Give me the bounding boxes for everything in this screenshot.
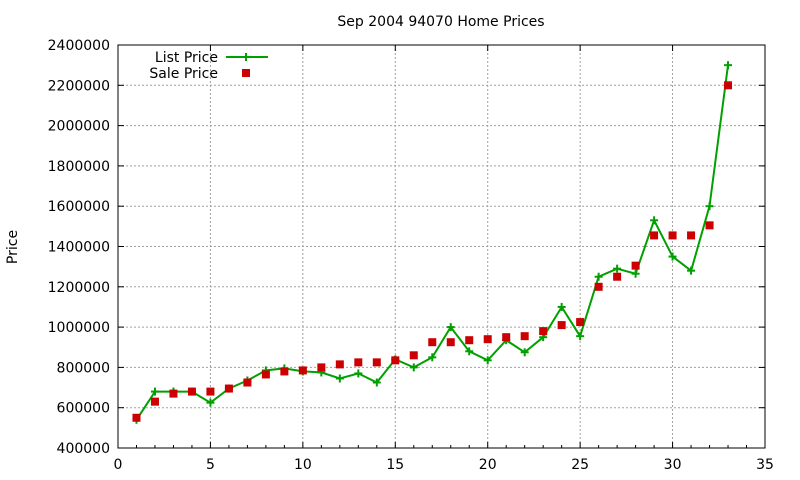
chart-title: Sep 2004 94070 Home Prices (337, 14, 544, 30)
y-tick-label: 1800000 (48, 159, 110, 175)
data-point (446, 338, 455, 347)
data-point (224, 384, 233, 393)
data-point (335, 360, 344, 369)
y-tick-label: 2400000 (48, 38, 110, 54)
data-point (298, 366, 307, 375)
data-point (317, 363, 326, 372)
axis-ticks: 400000 600000 800000 1000000 1200000 1400000 1… (48, 38, 774, 473)
data-point (687, 266, 696, 275)
y-tick-label: 600000 (57, 401, 110, 417)
data-point (446, 323, 455, 332)
data-point (335, 374, 344, 383)
data-point (354, 358, 363, 367)
data-point (650, 231, 659, 240)
data-point (169, 389, 178, 398)
data-point (428, 338, 437, 347)
x-tick-label: 35 (756, 457, 774, 473)
data-point (557, 321, 566, 330)
x-tick-label: 20 (479, 457, 497, 473)
data-point (409, 351, 418, 360)
data-point (280, 367, 289, 376)
y-tick-label: 1600000 (48, 199, 110, 215)
series-line (135, 65, 729, 421)
data-point (724, 81, 733, 90)
data-point (650, 216, 659, 225)
data-point (613, 264, 622, 273)
data-point (465, 336, 474, 345)
y-tick-label: 2000000 (48, 119, 110, 135)
x-tick-label: 0 (114, 457, 123, 473)
legend-marker (242, 53, 250, 61)
data-point (391, 356, 400, 365)
x-tick-label: 10 (294, 457, 312, 473)
data-point (705, 202, 714, 211)
data-point (483, 335, 492, 344)
x-tick-label: 25 (571, 457, 589, 473)
data-point (594, 282, 603, 291)
data-point (132, 413, 141, 422)
y-tick-label: 1400000 (48, 240, 110, 256)
data-point (520, 348, 529, 357)
y-tick-label: 1000000 (48, 320, 110, 336)
data-point (150, 387, 159, 396)
data-point (613, 272, 622, 281)
y-axis-label: Price (5, 230, 21, 264)
data-point (594, 272, 603, 281)
y-tick-label: 400000 (57, 441, 110, 457)
x-tick-label: 15 (386, 457, 404, 473)
series-layer (132, 61, 733, 424)
data-point (631, 269, 640, 278)
x-tick-label: 30 (664, 457, 682, 473)
data-point (668, 231, 677, 240)
data-point (354, 369, 363, 378)
legend-marker (242, 69, 250, 77)
series-list-price (132, 61, 733, 424)
y-tick-label: 2200000 (48, 78, 110, 94)
data-point (206, 398, 215, 407)
data-point (539, 327, 548, 336)
y-tick-label: 800000 (57, 360, 110, 376)
data-point (705, 221, 714, 230)
legend-label: List Price (155, 50, 218, 66)
data-point (483, 356, 492, 365)
x-tick-label: 5 (206, 457, 215, 473)
data-point (409, 363, 418, 372)
y-tick-label: 1200000 (48, 280, 110, 296)
data-point (206, 387, 215, 396)
data-point (372, 378, 381, 387)
data-point (428, 353, 437, 362)
data-point (724, 61, 733, 70)
data-point (502, 333, 511, 342)
data-point (520, 332, 529, 341)
data-point (243, 378, 252, 387)
data-point (687, 231, 696, 240)
data-point (576, 332, 585, 341)
data-point (668, 252, 677, 261)
data-point (631, 261, 640, 270)
data-point (187, 387, 196, 396)
data-point (576, 318, 585, 327)
series-sale-price (132, 81, 733, 422)
data-point (372, 358, 381, 367)
legend-label: Sale Price (149, 66, 218, 82)
data-point (465, 347, 474, 356)
grid (118, 45, 765, 448)
data-point (261, 370, 270, 379)
data-point (150, 397, 159, 406)
data-point (557, 302, 566, 311)
